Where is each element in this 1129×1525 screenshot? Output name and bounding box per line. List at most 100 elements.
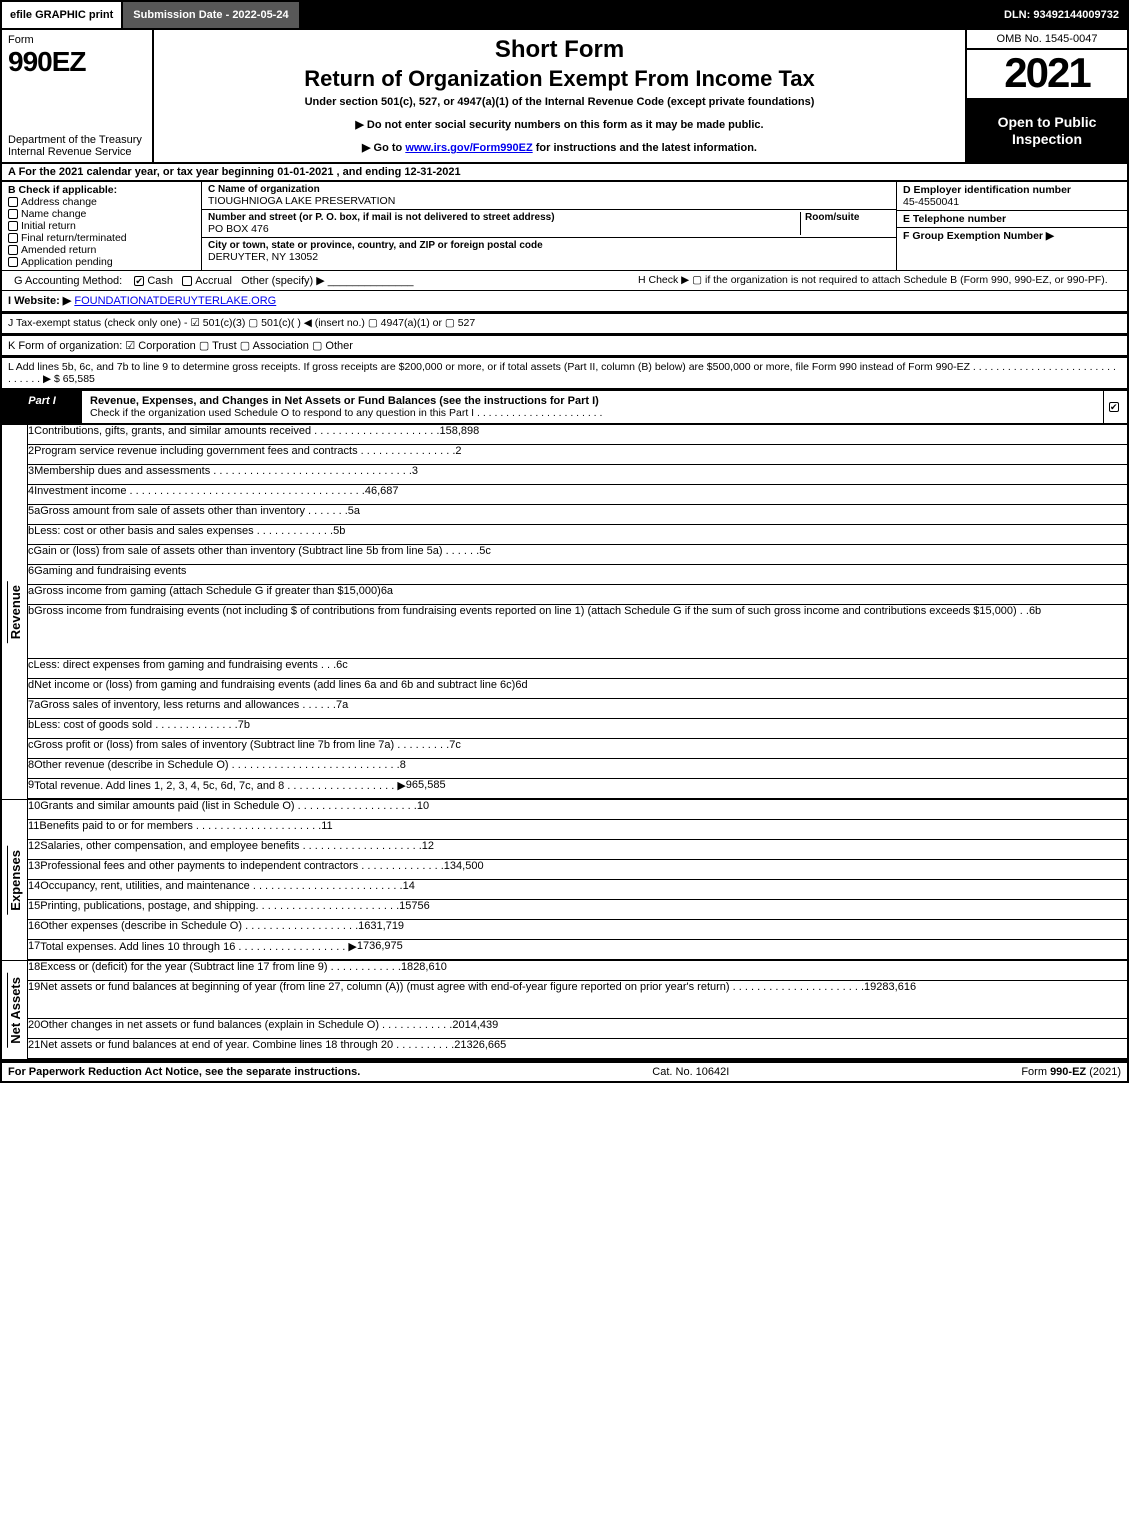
line-num: 10	[28, 800, 40, 819]
part1-header: Part I Revenue, Expenses, and Changes in…	[0, 390, 1129, 425]
line-5a: 5aGross amount from sale of assets other…	[28, 505, 1127, 525]
line-18: 18Excess or (deficit) for the year (Subt…	[28, 961, 1127, 981]
line-ref: 20	[452, 1019, 464, 1038]
revenue-section: Revenue 1Contributions, gifts, grants, a…	[0, 425, 1129, 799]
line-num: 15	[28, 900, 40, 919]
line-a: aGross income from gaming (attach Schedu…	[28, 585, 1127, 605]
dln-label: DLN: 93492144009732	[996, 2, 1127, 28]
line-11: 11Benefits paid to or for members . . . …	[28, 820, 1127, 840]
line-ref: 19	[864, 981, 876, 1018]
line-ref: 8	[400, 759, 406, 778]
line-6: 6Gaming and fundraising events	[28, 565, 1127, 585]
b-item-name[interactable]: Name change	[8, 208, 195, 220]
phone-label: E Telephone number	[903, 213, 1121, 225]
part1-tag: Part I	[2, 391, 82, 423]
inner-box-label: 6b	[1029, 605, 1041, 658]
cash-checkbox[interactable]	[134, 276, 144, 286]
line-num: 19	[28, 981, 40, 1018]
line-desc: Other expenses (describe in Schedule O) …	[40, 920, 358, 939]
line-ref: 6d	[515, 679, 527, 698]
part1-title-text: Revenue, Expenses, and Changes in Net As…	[90, 395, 599, 407]
form-word: Form	[8, 34, 146, 46]
line-desc: Gain or (loss) from sale of assets other…	[34, 545, 480, 564]
line-desc: Contributions, gifts, grants, and simila…	[34, 425, 439, 444]
line-desc: Less: cost or other basis and sales expe…	[34, 525, 333, 544]
street-row: Number and street (or P. O. box, if mail…	[202, 210, 896, 238]
line-ref: 5c	[479, 545, 491, 564]
line-desc: Salaries, other compensation, and employ…	[40, 840, 422, 859]
section-c: C Name of organization TIOUGHNIOGA LAKE …	[202, 182, 897, 270]
title-short-form: Short Form	[162, 36, 957, 64]
city-label: City or town, state or province, country…	[208, 240, 890, 251]
line-b: bGross income from fundraising events (n…	[28, 605, 1127, 659]
line-num: 11	[28, 820, 39, 839]
line-21: 21Net assets or fund balances at end of …	[28, 1039, 1127, 1059]
irs-link[interactable]: www.irs.gov/Form990EZ	[405, 142, 532, 154]
ein-value: 45-4550041	[903, 196, 1121, 208]
inner-box-label: 5b	[333, 525, 345, 544]
inner-box-label: 6c	[336, 659, 348, 678]
line-ref: 15	[399, 900, 411, 919]
part1-checkbox[interactable]	[1103, 391, 1127, 423]
i-label: I Website: ▶	[8, 295, 71, 307]
line-4: 4Investment income . . . . . . . . . . .…	[28, 485, 1127, 505]
line-num: 18	[28, 961, 40, 980]
note-link: ▶ Go to www.irs.gov/Form990EZ for instru…	[162, 141, 957, 154]
org-name: TIOUGHNIOGA LAKE PRESERVATION	[208, 195, 890, 207]
line-amount: 6,687	[371, 485, 399, 504]
open-to-public: Open to Public Inspection	[967, 100, 1127, 162]
line-15: 15Printing, publications, postage, and s…	[28, 900, 1127, 920]
line-num: 5a	[28, 505, 40, 524]
line-desc: Professional fees and other payments to …	[40, 860, 444, 879]
line-l: L Add lines 5b, 6c, and 7b to line 9 to …	[0, 357, 1129, 390]
phone-row: E Telephone number	[897, 211, 1127, 228]
line-num: 7a	[28, 699, 40, 718]
line-desc: Less: direct expenses from gaming and fu…	[34, 659, 337, 678]
page-footer: For Paperwork Reduction Act Notice, see …	[0, 1061, 1129, 1083]
line-desc: Program service revenue including govern…	[34, 445, 455, 464]
b-item-pending[interactable]: Application pending	[8, 256, 195, 268]
expenses-label: Expenses	[7, 846, 23, 915]
b-item-final[interactable]: Final return/terminated	[8, 232, 195, 244]
omb-number: OMB No. 1545-0047	[967, 30, 1127, 50]
top-bar: efile GRAPHIC print Submission Date - 20…	[0, 0, 1129, 28]
line-b: bLess: cost of goods sold . . . . . . . …	[28, 719, 1127, 739]
line-num: 20	[28, 1019, 40, 1038]
line-amount: 28,610	[413, 961, 447, 980]
note-ssn: ▶ Do not enter social security numbers o…	[162, 118, 957, 131]
line-ref: 12	[422, 840, 434, 859]
b-item-amended[interactable]: Amended return	[8, 244, 195, 256]
line-a: A For the 2021 calendar year, or tax yea…	[0, 164, 1129, 182]
ein-row: D Employer identification number 45-4550…	[897, 182, 1127, 211]
line-amount: 326,665	[466, 1039, 506, 1058]
line-desc: Grants and similar amounts paid (list in…	[40, 800, 417, 819]
line-amount: 36,975	[369, 940, 403, 959]
line-10: 10Grants and similar amounts paid (list …	[28, 800, 1127, 820]
line-19: 19Net assets or fund balances at beginni…	[28, 981, 1127, 1019]
subtitle: Under section 501(c), 527, or 4947(a)(1)…	[162, 96, 957, 108]
b-item-address[interactable]: Address change	[8, 196, 195, 208]
line-ref: 7c	[449, 739, 461, 758]
website-link[interactable]: FOUNDATIONATDERUYTERLAKE.ORG	[74, 295, 276, 307]
line-desc: Gaming and fundraising events	[34, 565, 186, 584]
netassets-section: Net Assets 18Excess or (deficit) for the…	[0, 960, 1129, 1061]
b-item-initial[interactable]: Initial return	[8, 220, 195, 232]
line-num: 16	[28, 920, 40, 939]
line-amount: 58,898	[446, 425, 480, 444]
org-name-label: C Name of organization	[208, 184, 890, 195]
department-label: Department of the Treasury Internal Reve…	[8, 134, 146, 158]
tax-exempt-row: J Tax-exempt status (check only one) - ☑…	[0, 313, 1129, 335]
line-desc: Net assets or fund balances at beginning…	[40, 981, 864, 1018]
accounting-method: G Accounting Method: Cash Accrual Other …	[2, 271, 632, 290]
efile-print-label[interactable]: efile GRAPHIC print	[2, 2, 123, 28]
h-schedule-b: H Check ▶ ▢ if the organization is not r…	[632, 271, 1127, 290]
line-desc: Gross amount from sale of assets other t…	[40, 505, 348, 524]
accrual-checkbox[interactable]	[182, 276, 192, 286]
line-3: 3Membership dues and assessments . . . .…	[28, 465, 1127, 485]
section-b: B Check if applicable: Address change Na…	[2, 182, 202, 270]
line-desc: Total expenses. Add lines 10 through 16 …	[40, 940, 357, 959]
line-14: 14Occupancy, rent, utilities, and mainte…	[28, 880, 1127, 900]
line-7a: 7aGross sales of inventory, less returns…	[28, 699, 1127, 719]
line-8: 8Other revenue (describe in Schedule O) …	[28, 759, 1127, 779]
line-ref: 18	[401, 961, 413, 980]
